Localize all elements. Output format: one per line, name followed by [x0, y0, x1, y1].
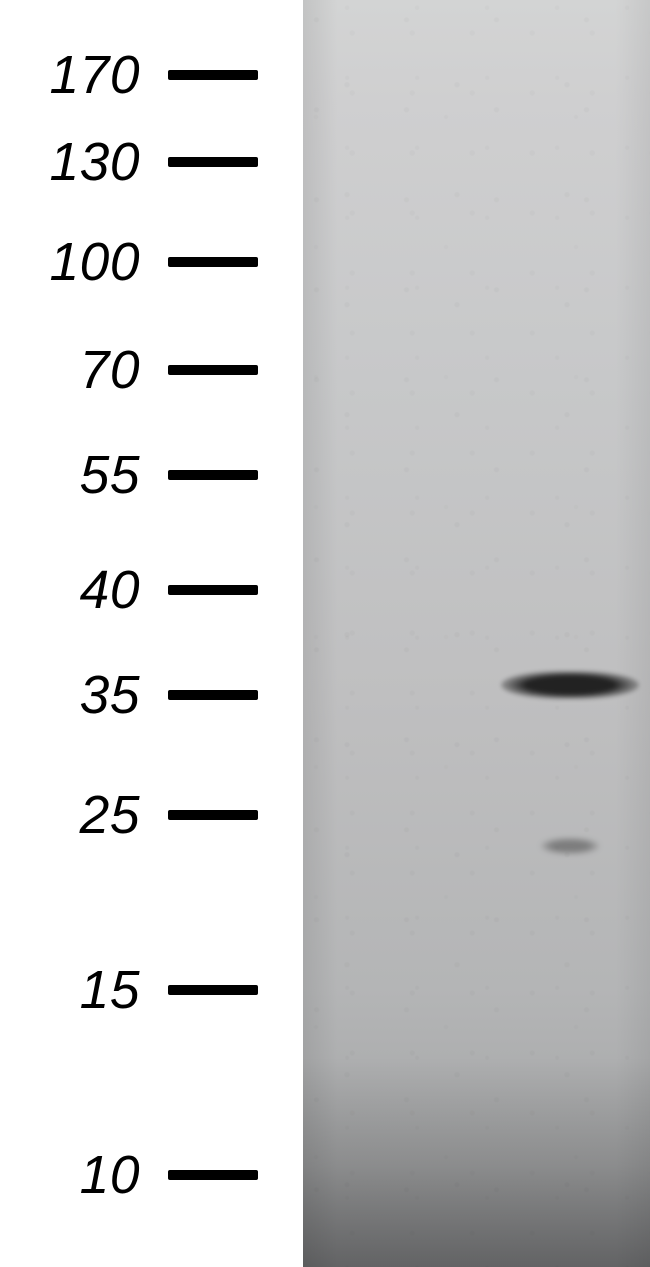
western-blot-figure: 170 130 100 70 55 40 35 25 15 10 — [0, 0, 650, 1267]
membrane-bottom-fade — [303, 1057, 650, 1267]
mw-tick — [168, 690, 258, 700]
mw-label: 170 — [20, 49, 140, 102]
mw-tick — [168, 70, 258, 80]
mw-label: 40 — [20, 564, 140, 617]
mw-label: 70 — [20, 344, 140, 397]
mw-tick — [168, 470, 258, 480]
mw-tick — [168, 585, 258, 595]
mw-tick — [168, 810, 258, 820]
mw-label: 35 — [20, 669, 140, 722]
mw-tick — [168, 157, 258, 167]
mw-tick — [168, 1170, 258, 1180]
mw-label: 15 — [20, 964, 140, 1017]
mw-tick — [168, 257, 258, 267]
mw-tick — [168, 365, 258, 375]
mw-label: 100 — [20, 236, 140, 289]
blot-band — [541, 838, 599, 854]
blot-membrane — [303, 0, 650, 1267]
mw-label: 10 — [20, 1149, 140, 1202]
blot-band — [501, 671, 639, 699]
mw-label: 25 — [20, 789, 140, 842]
mw-label: 55 — [20, 449, 140, 502]
mw-label: 130 — [20, 136, 140, 189]
mw-tick — [168, 985, 258, 995]
